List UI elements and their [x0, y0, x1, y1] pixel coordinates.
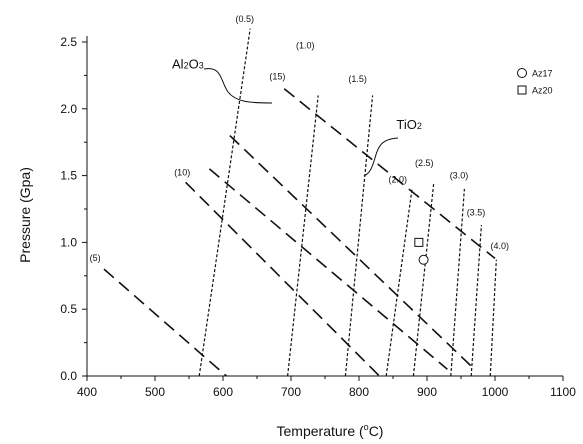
y-tick-label: 1.0: [60, 235, 77, 249]
tio2-isopleth-line: [198, 28, 251, 377]
al2o3-isopleth-line: [103, 268, 227, 377]
x-axis-title: Temperature (oC): [277, 422, 384, 439]
x-tick-label: 1100: [550, 385, 576, 399]
al2o3-isopleth-line: [185, 181, 380, 377]
x-tick-label: 700: [281, 385, 301, 399]
al2o3-isopleth-line: [229, 134, 476, 370]
tio2-isopleth-label: (1.0): [296, 41, 315, 51]
x-tick-label: 1000: [482, 385, 509, 399]
x-tick-label: 800: [349, 385, 369, 399]
annotation-pointers: [203, 68, 399, 177]
isopleth-lines: [103, 28, 497, 377]
tio2-isopleth-label: (4.0): [491, 241, 510, 251]
y-axis-title: Pressure (Gpa): [17, 167, 33, 263]
legend-label: Az20: [532, 86, 553, 96]
al2o3-pointer-curve: [203, 68, 273, 104]
tio2-isopleth-label: (2.0): [389, 174, 408, 184]
legend: Az17 Az20: [517, 68, 553, 96]
x-tick-label: 500: [145, 385, 165, 399]
az17-point: [418, 254, 429, 265]
legend-label: Az17: [532, 69, 553, 79]
al2o3-isopleth-label: (10): [174, 168, 190, 178]
y-tick-label: 2.0: [60, 102, 77, 116]
x-tick-label: 900: [417, 385, 437, 399]
al2o3-isopleth-line: [208, 168, 448, 370]
axes: 400 500 600 700 800 900 1000 1100 0.0 0.5 1.0 1.5 2.…: [60, 35, 576, 399]
tio2-isopleth-line: [344, 95, 374, 377]
tio2-isopleth-label: (0.5): [236, 14, 255, 24]
x-tick-label: 600: [213, 385, 233, 399]
al2o3-isopleth-line: [283, 88, 496, 260]
tio2-isopleth-line: [287, 95, 319, 377]
tio2-isopleth-label: (3.0): [450, 170, 469, 180]
legend-az20-marker: [517, 85, 527, 95]
tio2-isopleth-label: (3.5): [467, 208, 486, 218]
data-points: [414, 237, 429, 265]
tio2-isopleth-line: [385, 188, 413, 377]
tio2-isopleth-label: (1.5): [348, 74, 367, 84]
y-tick-label: 2.5: [60, 35, 77, 49]
tio2-label: TiO2: [396, 117, 421, 132]
tio2-isopleth-line: [470, 224, 482, 377]
tio2-isopleth-line: [450, 188, 465, 377]
al2o3-label: Al2O3: [172, 57, 204, 72]
az20-point: [414, 237, 424, 247]
tio2-pointer-curve: [363, 137, 399, 177]
tio2-isopleth-line: [489, 259, 497, 377]
y-tick-label: 0.0: [60, 369, 77, 383]
x-tick-label: 400: [77, 385, 97, 399]
tio2-isopleth-line: [412, 182, 435, 377]
y-tick-label: 1.5: [60, 169, 77, 183]
y-tick-label: 0.5: [60, 302, 77, 316]
al2o3-isopleth-label: (5): [90, 253, 101, 263]
legend-az17-marker: [517, 68, 527, 78]
isopleth-labels: (5) (10) (15) (0.5) (1.0) (1.5) (2.0) (2.5) (3.0…: [90, 14, 509, 263]
tio2-isopleth-label: (2.5): [415, 158, 434, 168]
al2o3-isopleth-label: (15): [269, 71, 285, 81]
